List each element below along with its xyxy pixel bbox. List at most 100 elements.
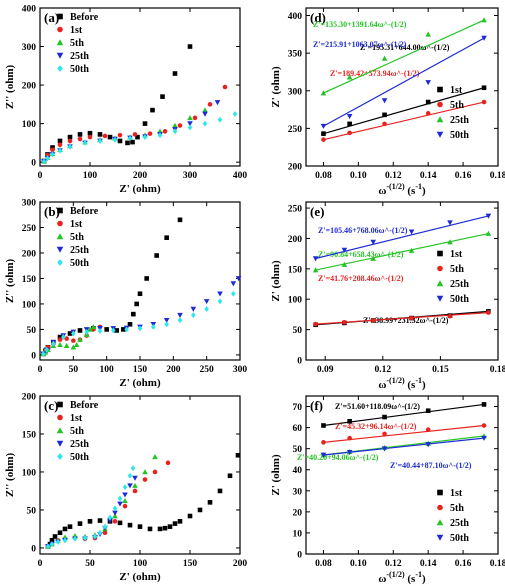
- data-point: [45, 155, 50, 162]
- data-point: [67, 143, 73, 150]
- y-tick-label: 250: [288, 125, 303, 135]
- data-point: [408, 247, 415, 253]
- data-point: [122, 498, 128, 504]
- y-axis-title: Z'' (ohm): [4, 453, 16, 498]
- x-axis-title: ω-(1/2) (s-1): [378, 376, 426, 391]
- data-point: [102, 523, 108, 530]
- data-point: [204, 306, 209, 312]
- legend-label-1st: 1st: [70, 219, 83, 230]
- legend-label-25th: 25th: [70, 245, 89, 256]
- data-point: [122, 484, 128, 491]
- data-point: [57, 138, 63, 144]
- data-point: [44, 346, 49, 353]
- panel-e: 0.09 0.12 0.15 0.18 0 50 100 150 200 250 ω-(1/2) (…: [270, 201, 505, 391]
- data-point: [346, 74, 353, 80]
- data-point: [177, 217, 183, 223]
- x-tick-label: 0.12: [374, 365, 391, 375]
- data-point: [87, 326, 93, 332]
- x-axis-title: ω-(1/2) (s-1): [378, 570, 426, 585]
- legend-marker-50th: [436, 295, 444, 302]
- data-point: [52, 534, 58, 539]
- data-point: [114, 328, 119, 333]
- data-point: [164, 235, 169, 240]
- y-tick-label: 100: [22, 120, 37, 130]
- data-point: [172, 122, 178, 128]
- legend-label-50th: 50th: [70, 452, 89, 463]
- data-point: [150, 107, 155, 113]
- data-point: [425, 427, 431, 433]
- legend-marker-1st: [57, 220, 63, 227]
- data-point: [408, 229, 415, 235]
- x-tick-label: 200: [133, 171, 148, 181]
- y-axis-title: Z' (ohm): [270, 454, 282, 496]
- data-point: [117, 132, 123, 138]
- data-point: [50, 151, 55, 158]
- data-point: [157, 526, 163, 532]
- data-point: [382, 414, 387, 420]
- data-point: [346, 449, 353, 456]
- legend-marker-50th: [57, 259, 63, 266]
- data-point: [321, 423, 326, 428]
- data-point: [381, 55, 388, 61]
- y-tick-label: 300: [288, 87, 303, 97]
- data-point: [82, 535, 88, 541]
- data-point: [172, 128, 178, 135]
- data-point: [41, 158, 47, 165]
- data-point: [152, 469, 158, 475]
- y-axis-title: Z' (ohm): [270, 66, 282, 108]
- data-point: [370, 255, 376, 261]
- y-tick-label: 50: [293, 445, 303, 455]
- legend-label-5th: 5th: [70, 232, 84, 243]
- legend-label-Before: Before: [70, 206, 99, 217]
- data-point: [71, 330, 76, 337]
- panel-b: 0 50 100 150 200 250 300 0 50 100 150 200 250 300 Z' (…: [4, 199, 247, 390]
- legend-label-25th: 25th: [450, 279, 469, 290]
- x-tick-label: 100: [83, 171, 98, 181]
- legend-marker-25th: [56, 246, 64, 253]
- legend-label-25th: 25th: [70, 439, 89, 450]
- x-axis-title: Z' (ohm): [119, 183, 161, 195]
- data-point: [111, 327, 116, 334]
- data-point: [51, 340, 56, 347]
- data-point: [321, 137, 326, 142]
- legend-label-25th: 25th: [70, 51, 89, 62]
- legend-marker-1st: [437, 86, 443, 93]
- y-tick-label: 100: [22, 468, 37, 478]
- data-point: [151, 323, 156, 330]
- data-point: [187, 115, 193, 121]
- data-point: [97, 518, 103, 523]
- data-point: [127, 135, 133, 142]
- data-point: [214, 100, 221, 106]
- x-tick-label: 0.18: [490, 365, 505, 375]
- data-point: [190, 306, 197, 312]
- x-tick-label: 0.08: [315, 171, 332, 181]
- legend-label-5th: 5th: [450, 264, 464, 275]
- data-point: [197, 507, 203, 513]
- data-point: [347, 418, 352, 424]
- data-point: [144, 276, 149, 281]
- data-point: [231, 290, 236, 297]
- data-point: [137, 291, 143, 297]
- y-tick-label: 0: [31, 351, 36, 361]
- y-tick-label: 30: [293, 487, 303, 497]
- data-point: [447, 239, 453, 245]
- y-tick-label: 200: [288, 163, 303, 173]
- y-tick-label: 100: [22, 300, 37, 310]
- data-point: [142, 469, 148, 475]
- data-point: [235, 452, 241, 458]
- legend-marker-Before: [57, 13, 63, 20]
- legend-marker-50th: [436, 534, 444, 541]
- panel-label: (b): [44, 204, 60, 219]
- x-axis-title: ω-(1/2) (s-1): [378, 182, 426, 197]
- y-tick-label: 350: [288, 50, 303, 60]
- plot-frame: [305, 201, 499, 361]
- data-point: [142, 134, 148, 140]
- data-point: [117, 501, 123, 507]
- data-point: [177, 519, 183, 524]
- data-point: [132, 488, 138, 494]
- data-point: [57, 337, 63, 342]
- data-point: [235, 276, 242, 282]
- data-point: [102, 530, 108, 536]
- legend-marker-50th: [57, 65, 63, 72]
- x-tick-label: 300: [233, 365, 248, 375]
